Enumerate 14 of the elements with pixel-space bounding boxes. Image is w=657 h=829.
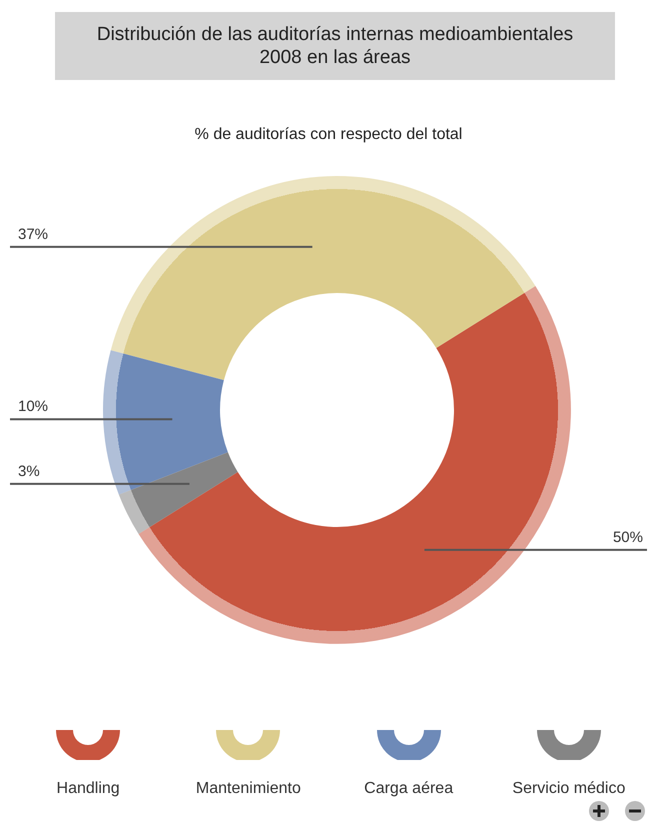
data-label: 50%: [612, 528, 643, 546]
donut-slice: [110, 176, 536, 380]
data-label: 37%: [18, 226, 48, 243]
chart-subtitle: % de auditorías con respecto del total: [194, 126, 464, 144]
chart-title: Distribución de las auditorías internas medioambientales 2008 en las áreas: [55, 12, 615, 80]
data-label: 10%: [18, 398, 48, 416]
legend-label: Handling: [56, 780, 120, 798]
data-label: 3%: [18, 462, 40, 480]
legend-label: Servicio médico: [512, 780, 626, 798]
donut-slice: [118, 452, 238, 534]
donut-slice: [103, 350, 228, 495]
legend-label: Mantenimiento: [196, 780, 301, 798]
donut-slice: [138, 286, 571, 644]
legend-label: Carga aérea: [364, 780, 454, 798]
